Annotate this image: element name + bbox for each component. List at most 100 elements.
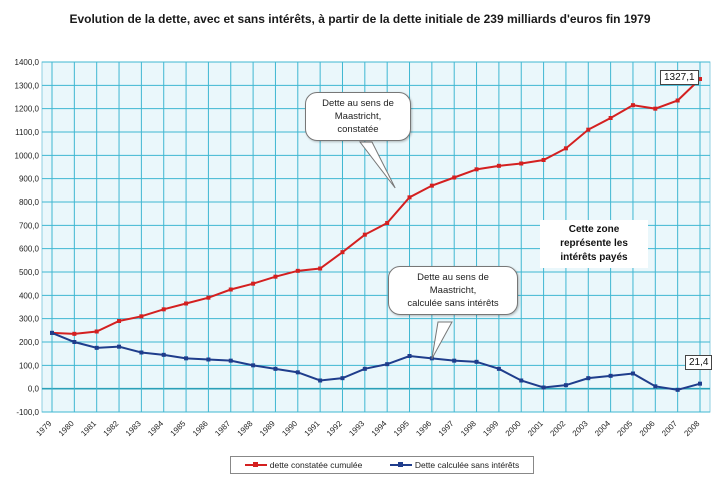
y-tick-label: -100,0 (16, 408, 39, 417)
x-tick-label: 1980 (57, 419, 76, 438)
x-tick-label: 1990 (280, 419, 299, 438)
series-1-point (563, 383, 568, 388)
series-0-point (161, 307, 166, 312)
series-0-point (340, 250, 345, 255)
x-tick-label: 1997 (437, 419, 456, 438)
x-tick-label: 1999 (481, 419, 500, 438)
y-tick-label: 200,0 (19, 338, 40, 347)
series-0-point (407, 195, 412, 200)
x-tick-label: 1989 (258, 419, 277, 438)
callout-pointers (358, 141, 453, 360)
legend-label-blue: Dette calculée sans intérêts (414, 460, 520, 470)
x-tick-label: 1985 (169, 419, 188, 438)
x-tick-label: 1996 (414, 419, 433, 438)
y-tick-label: 100,0 (19, 361, 40, 370)
series-0-point (630, 103, 635, 108)
x-tick-label: 2007 (660, 419, 679, 438)
series-1-point (496, 366, 501, 371)
series-0-point (184, 301, 189, 306)
series-1-point (117, 344, 122, 349)
y-tick-label: 1400,0 (15, 58, 40, 67)
x-tick-label: 2008 (682, 419, 701, 438)
series-1-point (94, 345, 99, 350)
series-1-point (630, 371, 635, 376)
x-tick-label: 2003 (571, 419, 590, 438)
x-axis-ticks: 1979 1980 1981 1982 1983 1984 1985 1986 1987 1988… (34, 419, 701, 438)
x-tick-label: 1998 (459, 419, 478, 438)
x-tick-label: 1992 (325, 419, 344, 438)
series-0-point (228, 287, 233, 292)
series-line-0 (51, 78, 701, 335)
y-tick-label: 800,0 (19, 198, 40, 207)
x-tick-label: 2001 (526, 419, 545, 438)
y-tick-label: 300,0 (19, 315, 40, 324)
series-1-point (273, 366, 278, 371)
series-0-point (273, 274, 278, 279)
series-0-point (318, 266, 323, 271)
x-tick-label: 2002 (548, 419, 567, 438)
series-1-point (228, 358, 233, 363)
series-1-point (206, 357, 211, 362)
legend-item-blue: Dette calculée sans intérêts (389, 460, 520, 470)
callout-maastricht-constatee: Dette au sens de Maastricht, constatée (305, 92, 411, 141)
series-0-point (563, 146, 568, 151)
series-1-point (139, 350, 144, 355)
series-0-point (72, 331, 77, 336)
series-1-point (474, 359, 479, 364)
series-1-point (251, 363, 256, 368)
y-tick-label: 400,0 (19, 291, 40, 300)
x-tick-label: 2000 (504, 419, 523, 438)
series-line-1 (51, 331, 701, 391)
series-0-point (698, 77, 702, 82)
series-1-point (608, 373, 613, 378)
series-0-point (586, 127, 591, 132)
legend-item-red: dette constatée cumulée (244, 460, 362, 470)
chart-title: Evolution de la dette, avec et sans inté… (69, 12, 651, 26)
series-0-point (519, 161, 524, 166)
series-1-point (452, 358, 457, 363)
series-1-point (161, 352, 166, 357)
series-1-point (318, 378, 323, 383)
y-tick-label: 0,0 (28, 385, 40, 394)
y-tick-label: 1200,0 (15, 105, 40, 114)
series-0-point (385, 221, 390, 225)
x-tick-label: 1979 (34, 419, 53, 438)
x-tick-label: 1987 (213, 419, 232, 438)
series-0-point (139, 314, 144, 319)
series-0-point (362, 232, 367, 237)
series-layer (50, 77, 702, 392)
end-label-red: 1327,1 (660, 70, 699, 85)
legend-swatch-blue (389, 461, 412, 469)
series-1-point (653, 384, 658, 389)
series-0-point (206, 295, 211, 300)
legend-swatch-red (244, 461, 267, 469)
x-tick-label: 2006 (638, 419, 657, 438)
zone-annotation: Cette zone représente les intérêts payés (540, 220, 648, 268)
x-tick-label: 2005 (615, 419, 634, 438)
y-axis-ticks: -100,0 0,0 100,0 200,0 300,0 400,0 500,0 600,0 7… (15, 58, 40, 417)
series-0-point (94, 329, 99, 334)
series-1-point (295, 370, 300, 375)
series-1-point (541, 385, 546, 390)
legend: dette constatée cumulée Dette calculée s… (230, 456, 534, 474)
x-tick-label: 2004 (593, 419, 612, 438)
series-1-point (519, 378, 524, 383)
series-0-point (117, 319, 122, 323)
x-tick-label: 1982 (102, 419, 121, 438)
series-0-point (608, 116, 613, 120)
series-0-point (541, 158, 546, 162)
x-tick-label: 1983 (124, 419, 143, 438)
y-tick-label: 1000,0 (15, 151, 40, 160)
series-1-point (586, 376, 591, 381)
x-tick-label: 1981 (79, 419, 98, 438)
x-tick-label: 1986 (191, 419, 210, 438)
callout-maastricht-sans-interets: Dette au sens de Maastricht, calculée sa… (388, 266, 518, 315)
series-0-point (496, 163, 501, 168)
x-tick-label: 1993 (347, 419, 366, 438)
x-tick-label: 1988 (236, 419, 255, 438)
y-tick-label: 500,0 (19, 268, 40, 277)
series-1-point (698, 381, 702, 386)
series-1-point (675, 387, 680, 392)
series-1-point (407, 354, 412, 358)
series-0-point (295, 268, 300, 273)
